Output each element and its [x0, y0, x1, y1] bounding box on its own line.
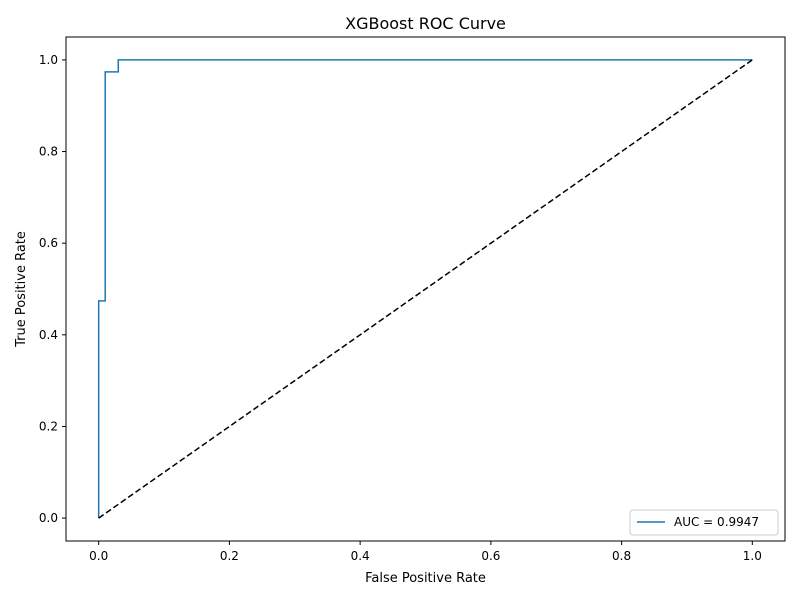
random-baseline-line [98, 59, 753, 519]
legend: AUC = 0.9947 [629, 509, 779, 536]
y-tick-label: 0.4 [39, 328, 58, 342]
series-layer [97, 59, 753, 519]
x-tick-label: 0.0 [89, 549, 108, 563]
y-tick-label: 0.6 [39, 236, 58, 250]
x-tick-label: 0.4 [351, 549, 370, 563]
y-axis-ticks: 0.0 0.2 0.4 0.6 0.8 1.0 [39, 53, 66, 525]
y-tick-label: 1.0 [39, 53, 58, 67]
x-axis-label: False Positive Rate [365, 571, 486, 586]
x-tick-label: 0.8 [612, 549, 631, 563]
x-tick-label: 0.6 [481, 549, 500, 563]
y-tick-label: 0.0 [39, 511, 58, 525]
x-axis-ticks: 0.0 0.2 0.4 0.6 0.8 1.0 [89, 541, 762, 563]
legend-label-roc: AUC = 0.9947 [674, 515, 759, 529]
legend-box [629, 509, 779, 536]
x-tick-label: 0.2 [220, 549, 239, 563]
y-tick-label: 0.2 [39, 419, 58, 433]
chart-title: XGBoost ROC Curve [345, 14, 506, 33]
x-tick-label: 1.0 [743, 549, 762, 563]
y-tick-label: 0.8 [39, 145, 58, 159]
roc-curve-line [97, 59, 753, 519]
plot-area: 0.0 0.2 0.4 0.6 0.8 1.0 0.0 0.2 0.4 0.6 0.8 1.0 [39, 36, 786, 563]
axes-frame [65, 36, 786, 542]
y-axis-label: True Positive Rate [14, 231, 29, 348]
